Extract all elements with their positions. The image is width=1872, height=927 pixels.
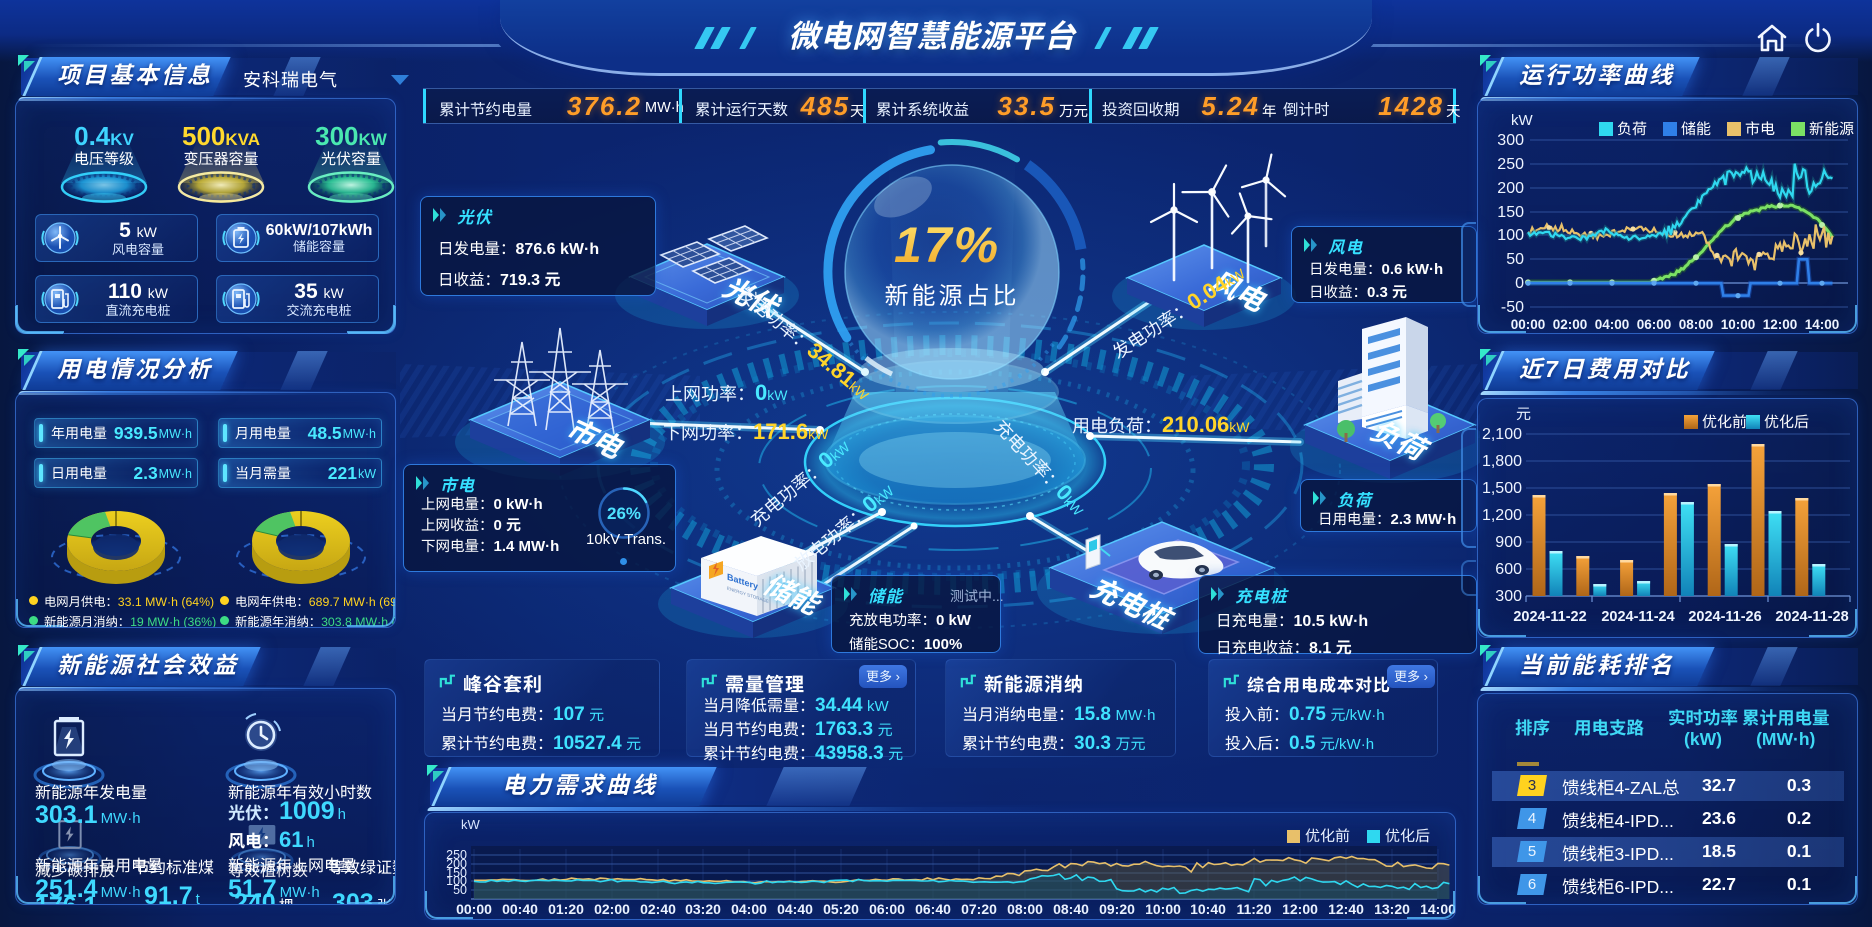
svg-text:1,200: 1,200 bbox=[1482, 507, 1522, 524]
svg-text:用电负荷：210.06kW: 用电负荷：210.06kW bbox=[1072, 412, 1250, 437]
svg-text:00:00: 00:00 bbox=[1511, 317, 1546, 332]
svg-text:900: 900 bbox=[1495, 534, 1522, 551]
svg-text:1,800: 1,800 bbox=[1482, 453, 1522, 470]
svg-text:2024-11-28: 2024-11-28 bbox=[1775, 609, 1848, 625]
svg-text:12:40: 12:40 bbox=[1328, 901, 1364, 917]
svg-text:200: 200 bbox=[1497, 180, 1524, 197]
svg-text:优化前: 优化前 bbox=[1702, 414, 1747, 431]
svg-text:300: 300 bbox=[1497, 132, 1524, 149]
svg-text:优化前: 优化前 bbox=[1305, 828, 1350, 845]
svg-text:200: 200 bbox=[446, 857, 467, 871]
svg-text:14:00: 14:00 bbox=[1420, 901, 1455, 917]
svg-text:12:00: 12:00 bbox=[1763, 317, 1798, 332]
svg-text:250: 250 bbox=[446, 848, 467, 862]
svg-text:1,500: 1,500 bbox=[1482, 480, 1522, 497]
svg-text:2024-11-22: 2024-11-22 bbox=[1513, 609, 1586, 625]
svg-text:600: 600 bbox=[1495, 561, 1522, 578]
svg-text:03:20: 03:20 bbox=[685, 901, 721, 917]
svg-text:150: 150 bbox=[1497, 204, 1524, 221]
svg-text:11:20: 11:20 bbox=[1236, 901, 1271, 917]
svg-text:100: 100 bbox=[1497, 227, 1524, 244]
svg-text:2024-11-26: 2024-11-26 bbox=[1688, 609, 1761, 625]
svg-text:04:00: 04:00 bbox=[731, 901, 767, 917]
svg-text:02:00: 02:00 bbox=[594, 901, 630, 917]
svg-text:下网功率：171.6kW: 下网功率：171.6kW bbox=[663, 419, 829, 444]
svg-text:负荷: 负荷 bbox=[1617, 121, 1647, 138]
svg-text:08:40: 08:40 bbox=[1053, 901, 1089, 917]
svg-text:13:20: 13:20 bbox=[1374, 901, 1410, 917]
svg-text:优化后: 优化后 bbox=[1385, 828, 1430, 845]
svg-text:06:00: 06:00 bbox=[869, 901, 905, 917]
svg-text:08:00: 08:00 bbox=[1679, 317, 1714, 332]
svg-text:储能: 储能 bbox=[1681, 121, 1711, 138]
svg-text:00:40: 00:40 bbox=[502, 901, 538, 917]
svg-text:新能源占比: 新能源占比 bbox=[885, 283, 1020, 310]
svg-text:50: 50 bbox=[1506, 251, 1524, 268]
svg-text:上网功率：0kW: 上网功率：0kW bbox=[665, 380, 788, 405]
svg-text:300: 300 bbox=[1495, 588, 1522, 605]
svg-text:07:20: 07:20 bbox=[961, 901, 997, 917]
svg-text:优化后: 优化后 bbox=[1764, 414, 1809, 431]
svg-text:04:00: 04:00 bbox=[1595, 317, 1630, 332]
svg-text:250: 250 bbox=[1497, 156, 1524, 173]
svg-text:26%: 26% bbox=[607, 504, 641, 523]
svg-text:10:00: 10:00 bbox=[1145, 901, 1181, 917]
svg-text:2024-11-24: 2024-11-24 bbox=[1601, 609, 1674, 625]
svg-text:10:00: 10:00 bbox=[1721, 317, 1756, 332]
svg-text:-50: -50 bbox=[1501, 299, 1524, 316]
svg-text:2,100: 2,100 bbox=[1482, 426, 1522, 443]
svg-text:10:40: 10:40 bbox=[1190, 901, 1226, 917]
svg-text:元: 元 bbox=[1516, 406, 1531, 423]
svg-text:01:20: 01:20 bbox=[548, 901, 584, 917]
svg-text:17%: 17% bbox=[894, 217, 1000, 273]
svg-text:06:00: 06:00 bbox=[1637, 317, 1672, 332]
svg-text:0: 0 bbox=[1515, 275, 1524, 292]
svg-text:02:40: 02:40 bbox=[640, 901, 676, 917]
svg-text:02:00: 02:00 bbox=[1553, 317, 1588, 332]
svg-text:市电: 市电 bbox=[1745, 121, 1775, 138]
svg-text:kW: kW bbox=[1511, 112, 1534, 129]
svg-text:00:00: 00:00 bbox=[456, 901, 492, 917]
svg-text:05:20: 05:20 bbox=[823, 901, 859, 917]
svg-text:kW: kW bbox=[461, 817, 481, 832]
svg-text:100: 100 bbox=[446, 874, 467, 888]
svg-text:150: 150 bbox=[446, 866, 467, 880]
svg-text:12:00: 12:00 bbox=[1282, 901, 1318, 917]
svg-text:14:00: 14:00 bbox=[1805, 317, 1840, 332]
svg-text:04:40: 04:40 bbox=[777, 901, 813, 917]
svg-text:08:00: 08:00 bbox=[1007, 901, 1043, 917]
svg-text:09:20: 09:20 bbox=[1099, 901, 1135, 917]
svg-text:50: 50 bbox=[453, 883, 467, 897]
svg-text:06:40: 06:40 bbox=[915, 901, 951, 917]
svg-text:新能源: 新能源 bbox=[1809, 121, 1854, 138]
